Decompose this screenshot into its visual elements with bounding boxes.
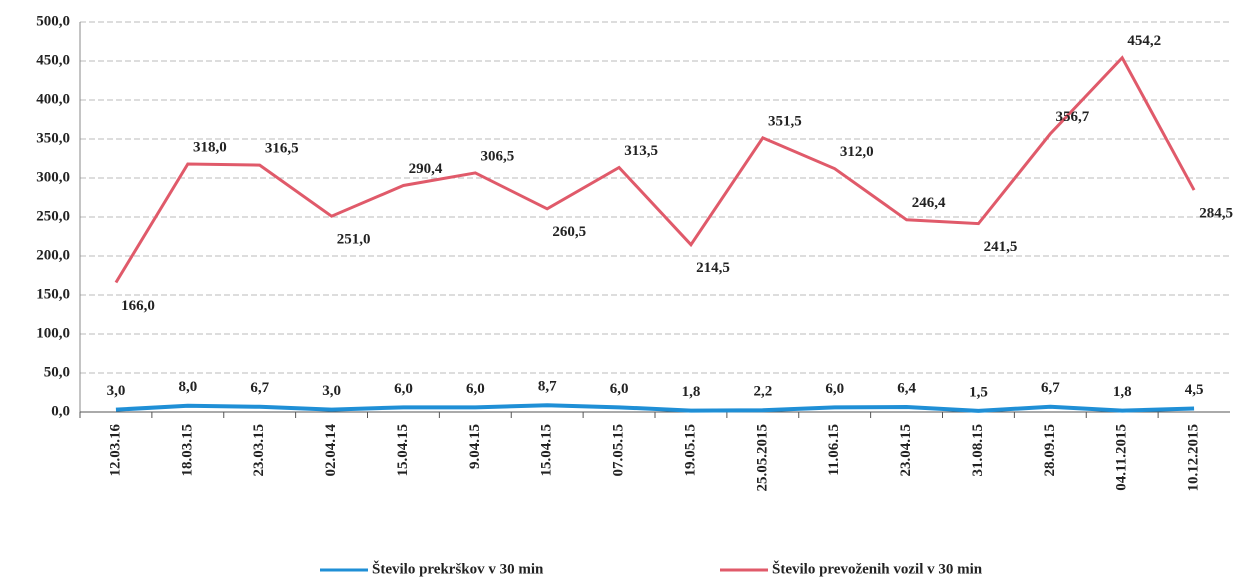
y-tick-label: 100,0 [36,325,70,341]
data-label: 251,0 [337,232,371,248]
y-tick-label: 400,0 [36,91,70,107]
data-label: 6,7 [250,380,269,396]
x-tick-label: 25.05.2015 [754,424,770,492]
data-label: 316,5 [265,141,299,157]
data-label: 214,5 [696,260,730,276]
data-label: 3,0 [107,383,126,399]
y-tick-label: 150,0 [36,286,70,302]
data-label: 290,4 [409,161,443,177]
data-label: 166,0 [121,298,155,314]
x-tick-label: 9.04.15 [467,424,483,469]
data-label: 260,5 [552,224,586,240]
x-tick-label: 04.11.2015 [1114,424,1130,491]
legend-label: Število prevoženih vozil v 30 min [772,560,983,577]
x-tick-label: 15.04.15 [539,424,555,477]
x-tick-label: 19.05.15 [682,424,698,477]
y-tick-label: 250,0 [36,208,70,224]
data-label: 6,0 [610,381,629,397]
x-tick-label: 23.04.15 [898,424,914,477]
data-label: 306,5 [480,148,514,164]
data-label: 356,7 [1055,109,1089,125]
data-label: 284,5 [1199,206,1233,222]
data-label: 454,2 [1127,33,1161,49]
y-tick-label: 300,0 [36,169,70,185]
x-tick-label: 07.05.15 [611,424,627,477]
y-tick-label: 0,0 [51,403,70,419]
data-label: 312,0 [840,144,874,160]
data-label: 3,0 [322,383,341,399]
data-label: 6,0 [825,381,844,397]
x-tick-label: 15.04.15 [395,424,411,477]
data-label: 241,5 [984,239,1018,255]
x-tick-label: 02.04.14 [323,424,339,477]
x-tick-label: 23.03.15 [251,424,267,477]
legend-label: Število prekrškov v 30 min [372,560,544,577]
data-label: 6,0 [466,381,485,397]
data-label: 4,5 [1185,382,1204,398]
data-label: 8,7 [538,379,557,395]
data-label: 6,0 [394,381,413,397]
data-label: 2,2 [753,384,772,400]
data-label: 313,5 [624,143,658,159]
series-line [114,55,1196,284]
data-label: 351,5 [768,113,802,129]
data-label: 246,4 [912,195,946,211]
data-label: 6,7 [1041,380,1060,396]
x-tick-label: 10.12.2015 [1186,424,1202,492]
data-label: 318,0 [193,139,227,155]
x-tick-label: 18.03.15 [179,424,195,477]
y-tick-label: 450,0 [36,52,70,68]
data-label: 6,4 [897,380,916,396]
data-label: 1,8 [1113,384,1132,400]
x-tick-label: 12.03.16 [107,424,123,477]
y-tick-label: 50,0 [44,364,70,380]
y-tick-label: 200,0 [36,247,70,263]
x-tick-label: 28.09.15 [1042,424,1058,477]
y-tick-label: 500,0 [36,13,70,29]
data-label: 1,5 [969,384,988,400]
x-tick-label: 31.08.15 [970,424,986,477]
y-tick-label: 350,0 [36,130,70,146]
series-line [115,403,1195,413]
x-tick-label: 11.06.15 [826,424,842,476]
data-label: 1,8 [682,384,701,400]
data-label: 8,0 [178,379,197,395]
